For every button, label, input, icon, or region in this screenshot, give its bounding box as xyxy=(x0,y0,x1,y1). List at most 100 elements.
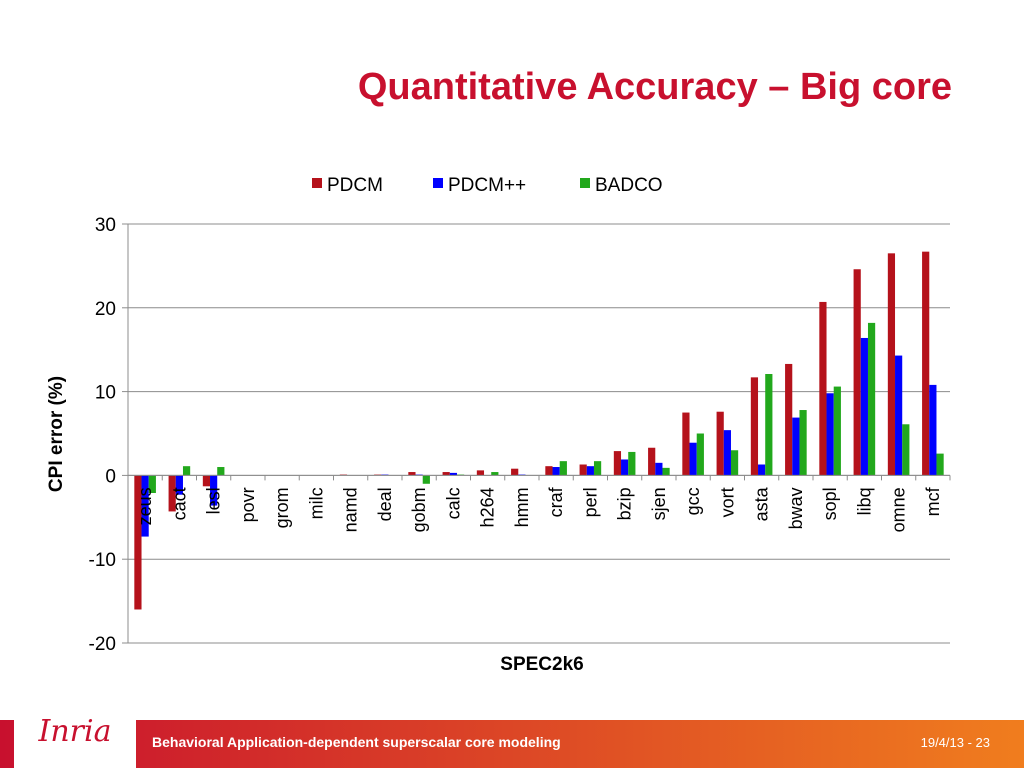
bar-pdcm-sopl xyxy=(819,301,827,476)
bar-badco-zeus xyxy=(148,475,156,493)
logo-text: Inria xyxy=(38,714,112,749)
bar-badco-gobm xyxy=(422,475,430,484)
bar-pdcm-vort xyxy=(716,411,724,476)
legend-label-1: PDCM++ xyxy=(448,175,526,196)
bar-pdcmpp-cact xyxy=(175,475,183,495)
bar-badco-libq xyxy=(867,322,876,476)
x-axis-label: SPEC2k6 xyxy=(500,654,583,675)
bar-badco-asta xyxy=(765,374,773,476)
x-tick-label-cact: cact xyxy=(169,487,189,520)
x-tick-label-milc: milc xyxy=(306,487,326,519)
bar-pdcmpp-omne xyxy=(895,355,903,476)
bar-badco-gcc xyxy=(696,433,704,476)
x-tick-label-grom: grom xyxy=(272,487,292,528)
bar-pdcm-h264 xyxy=(476,470,485,476)
bar-pdcmpp-sopl xyxy=(826,393,834,476)
legend-label-2: BADCO xyxy=(595,175,663,196)
legend-swatch-0 xyxy=(312,178,322,188)
bar-pdcmpp-sjen xyxy=(655,462,663,476)
legend: PDCM PDCM++ BADCO xyxy=(312,175,663,196)
bar-pdcmpp-libq xyxy=(860,337,868,476)
bar-pdcmpp-gcc xyxy=(689,442,697,476)
bar-pdcmpp-bzip xyxy=(621,459,629,476)
bar-pdcm-omne xyxy=(887,253,896,476)
x-tick-label-libq: libq xyxy=(854,487,874,515)
x-tick-label-sopl: sopl xyxy=(820,487,840,520)
bar-pdcm-bzip xyxy=(613,451,622,476)
x-tick-label-perl: perl xyxy=(580,487,600,517)
x-tick-label-craf: craf xyxy=(546,486,566,517)
y-tick-label: -10 xyxy=(89,550,116,571)
bar-badco-mcf xyxy=(936,453,944,476)
bar-badco-craf xyxy=(559,461,567,476)
bar-badco-omne xyxy=(902,424,910,476)
x-tick-label-calc: calc xyxy=(443,487,463,519)
x-tick-label-omne: omne xyxy=(889,487,909,532)
bar-pdcm-lesl xyxy=(202,475,211,487)
bar-pdcmpp-mcf xyxy=(929,384,937,476)
bar-pdcmpp-asta xyxy=(758,464,766,476)
legend-swatch-2 xyxy=(580,178,590,188)
x-tick-label-deal: deal xyxy=(375,487,395,521)
bar-pdcm-perl xyxy=(579,464,587,476)
y-tick-label: -20 xyxy=(89,634,116,655)
x-tick-label-bzip: bzip xyxy=(615,487,635,520)
bar-badco-cact xyxy=(182,466,191,476)
bar-badco-bwav xyxy=(799,410,807,476)
bar-pdcm-zeus xyxy=(134,475,142,610)
bar-badco-sopl xyxy=(833,386,841,476)
bar-pdcmpp-vort xyxy=(723,430,731,476)
footer-date-page: 19/4/13 - 23 xyxy=(920,735,990,750)
footer-caption: Behavioral Application-dependent supersc… xyxy=(152,734,561,750)
y-tick-label: 30 xyxy=(95,215,116,236)
x-tick-label-gobm: gobm xyxy=(409,487,429,532)
bar-badco-sjen xyxy=(662,467,670,476)
bar-pdcm-libq xyxy=(853,269,861,476)
bar-badco-lesl xyxy=(217,467,225,476)
bar-pdcmpp-zeus xyxy=(141,475,149,537)
x-tick-label-asta: asta xyxy=(752,486,772,521)
bar-pdcm-asta xyxy=(750,377,759,476)
bar-pdcm-craf xyxy=(545,466,553,476)
bar-series xyxy=(134,251,944,610)
bar-pdcm-mcf xyxy=(922,251,930,476)
bar-pdcmpp-bwav xyxy=(792,417,800,476)
bar-pdcm-sjen xyxy=(648,447,656,476)
bar-pdcmpp-craf xyxy=(552,467,560,476)
bar-badco-h264 xyxy=(491,472,499,476)
bar-pdcm-gcc xyxy=(682,412,690,476)
bar-pdcm-calc xyxy=(442,472,450,476)
cpi-error-bar-chart: -20 -10 0 10 20 30 zeus cact lesl povr grom milc nam… xyxy=(46,175,951,675)
bar-badco-perl xyxy=(593,461,602,476)
x-tick-label-h264: h264 xyxy=(478,487,498,527)
bar-pdcm-gobm xyxy=(408,472,416,476)
y-tick-label: 20 xyxy=(95,299,116,320)
x-tick-label-sjen: sjen xyxy=(649,487,669,520)
legend-label-0: PDCM xyxy=(327,175,383,196)
bar-pdcmpp-lesl xyxy=(210,475,218,506)
bar-pdcmpp-perl xyxy=(586,466,594,476)
inria-logo: Inria xyxy=(14,706,136,768)
bar-pdcm-cact xyxy=(168,475,176,512)
bar-badco-vort xyxy=(730,450,739,476)
x-tick-label-gcc: gcc xyxy=(683,487,703,515)
slide-title: Quantitative Accuracy – Big core xyxy=(357,66,952,108)
x-tick-label-zeus: zeus xyxy=(135,487,155,525)
y-axis-label: CPI error (%) xyxy=(46,376,67,492)
x-tick-label-mcf: mcf xyxy=(923,486,943,516)
bar-pdcm-hmm xyxy=(511,468,519,476)
legend-swatch-1 xyxy=(433,178,443,188)
x-tick-label-vort: vort xyxy=(717,487,737,517)
x-tick-label-hmm: hmm xyxy=(512,487,532,527)
bar-badco-bzip xyxy=(628,451,636,476)
axes: -20 -10 0 10 20 30 zeus cact lesl povr grom milc nam… xyxy=(89,215,951,655)
y-tick-label: 10 xyxy=(95,383,116,404)
bar-pdcmpp-calc xyxy=(449,472,457,476)
x-tick-label-lesl: lesl xyxy=(204,487,224,514)
x-tick-label-namd: namd xyxy=(341,487,361,532)
bar-pdcm-bwav xyxy=(785,363,793,476)
x-tick-label-bwav: bwav xyxy=(786,487,806,529)
footer-bar xyxy=(0,720,1024,768)
y-tick-label: 0 xyxy=(105,466,116,487)
x-tick-label-povr: povr xyxy=(238,487,258,522)
